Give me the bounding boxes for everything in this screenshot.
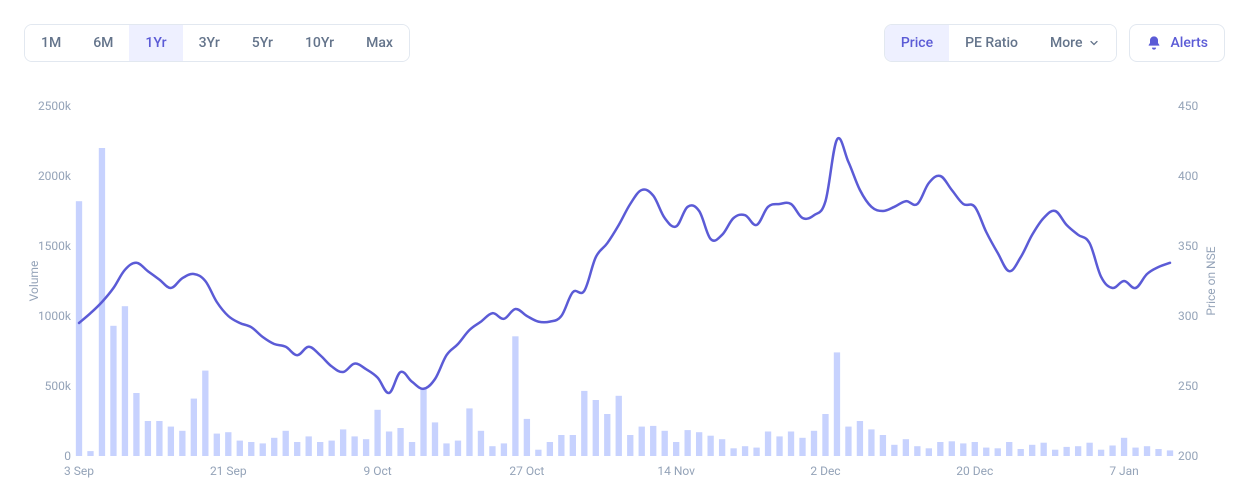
alerts-label: Alerts bbox=[1170, 35, 1208, 51]
svg-text:1500k: 1500k bbox=[38, 239, 72, 253]
range-5yr[interactable]: 5Yr bbox=[236, 25, 289, 61]
svg-text:200: 200 bbox=[1178, 449, 1198, 463]
metric-pe-ratio[interactable]: PE Ratio bbox=[949, 25, 1034, 61]
range-1m[interactable]: 1M bbox=[25, 25, 77, 61]
range-1yr[interactable]: 1Yr bbox=[129, 25, 182, 61]
metric-label: Price bbox=[901, 35, 933, 51]
metric-label: PE Ratio bbox=[965, 35, 1018, 51]
svg-text:2 Dec: 2 Dec bbox=[810, 464, 840, 478]
metric-group: Price PE Ratio More bbox=[884, 24, 1118, 62]
metric-price[interactable]: Price bbox=[885, 25, 949, 61]
range-10yr[interactable]: 10Yr bbox=[289, 25, 350, 61]
svg-text:2500k: 2500k bbox=[38, 99, 72, 113]
svg-text:14 Nov: 14 Nov bbox=[657, 464, 695, 478]
svg-text:300: 300 bbox=[1178, 309, 1198, 323]
svg-text:3 Sep: 3 Sep bbox=[64, 464, 94, 478]
range-3yr[interactable]: 3Yr bbox=[183, 25, 236, 61]
chevron-down-icon bbox=[1088, 37, 1100, 49]
chart-container: 0 500k 1000k 1500k 2000k 2500k 200 250 300 350 400… bbox=[24, 96, 1225, 481]
time-range-group: 1M6M1Yr3Yr5Yr10YrMax bbox=[24, 24, 410, 62]
svg-text:2000k: 2000k bbox=[38, 169, 72, 183]
price-volume-chart[interactable]: 0 500k 1000k 1500k 2000k 2500k 200 250 300 350 400… bbox=[24, 96, 1225, 481]
svg-text:Volume: Volume bbox=[27, 261, 41, 302]
svg-text:450: 450 bbox=[1178, 99, 1198, 113]
toolbar-right: Price PE Ratio More Alerts bbox=[884, 24, 1225, 62]
range-max[interactable]: Max bbox=[350, 25, 409, 61]
metric-label: More bbox=[1050, 35, 1083, 51]
svg-text:21 Sep: 21 Sep bbox=[210, 464, 247, 478]
svg-text:250: 250 bbox=[1178, 379, 1198, 393]
svg-text:20 Dec: 20 Dec bbox=[956, 464, 993, 478]
svg-text:400: 400 bbox=[1178, 169, 1198, 183]
svg-text:350: 350 bbox=[1178, 239, 1198, 253]
svg-text:27 Oct: 27 Oct bbox=[509, 464, 544, 478]
bell-icon bbox=[1146, 35, 1162, 51]
svg-text:500k: 500k bbox=[45, 379, 72, 393]
svg-text:9 Oct: 9 Oct bbox=[363, 464, 391, 478]
range-6m[interactable]: 6M bbox=[77, 25, 129, 61]
chart-toolbar: 1M6M1Yr3Yr5Yr10YrMax Price PE Ratio More A… bbox=[0, 0, 1249, 62]
alerts-button[interactable]: Alerts bbox=[1129, 24, 1225, 62]
svg-text:0: 0 bbox=[64, 449, 71, 463]
svg-text:Price on NSE: Price on NSE bbox=[1204, 246, 1218, 315]
svg-text:7 Jan: 7 Jan bbox=[1109, 464, 1139, 478]
metric-more[interactable]: More bbox=[1034, 25, 1117, 61]
svg-text:1000k: 1000k bbox=[38, 309, 72, 323]
